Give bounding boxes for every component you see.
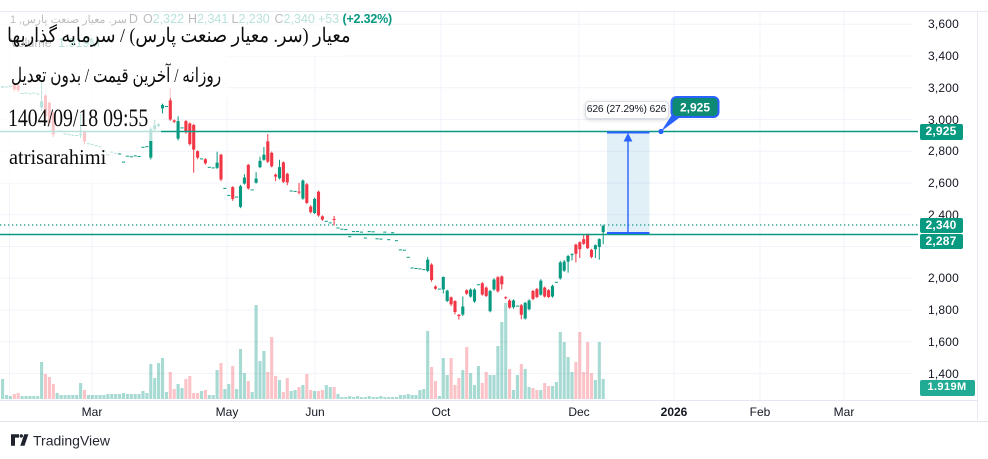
svg-text:2,925: 2,925 (680, 101, 710, 115)
svg-text:TradingView: TradingView (33, 433, 111, 449)
